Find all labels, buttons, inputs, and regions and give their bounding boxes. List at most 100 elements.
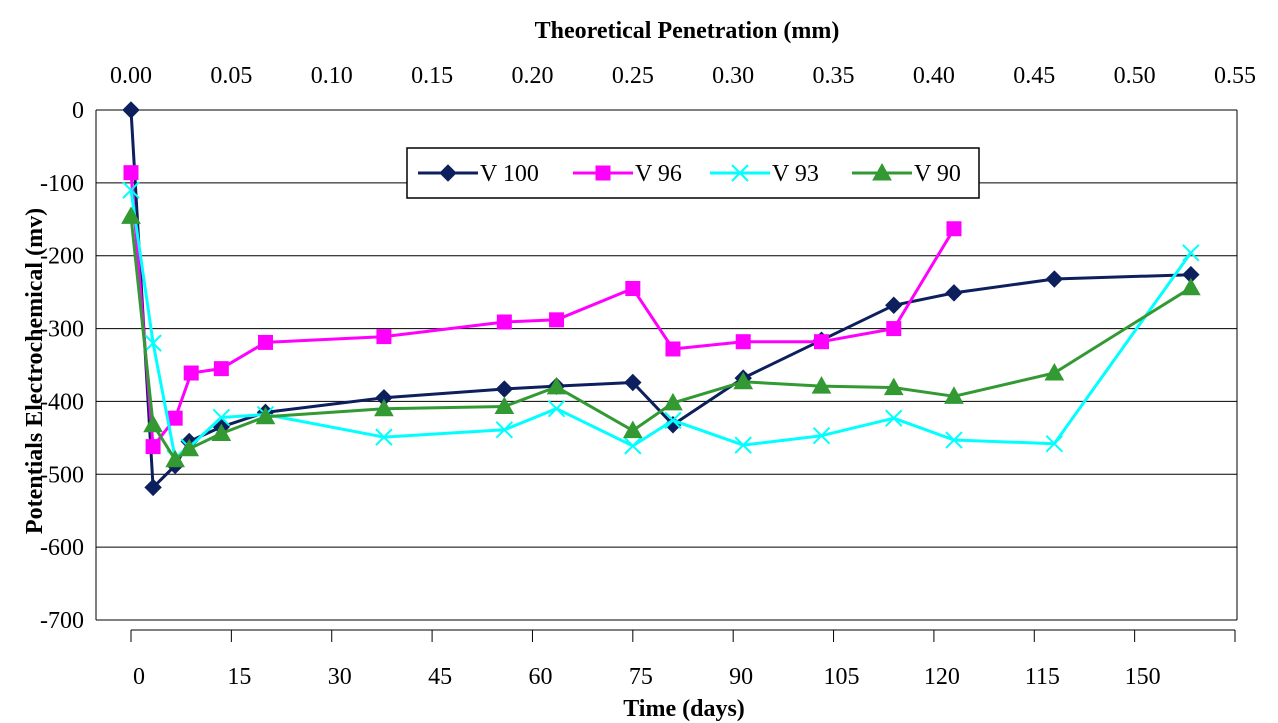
x-tick-label: 120 [924,664,960,690]
data-point-stroke [885,409,903,427]
data-point [213,361,229,377]
top-axis-title: Theoretical Penetration (mm) [535,18,840,44]
series-layer [121,101,1201,497]
data-point [883,377,904,396]
legend-entry: V 93 [710,161,819,187]
series-v-96 [123,165,962,455]
data-point [439,164,457,182]
x-tick-label: 115 [1025,664,1060,690]
data-point [945,284,963,302]
data-point [145,439,161,455]
data-point [595,165,611,181]
data-point [814,334,830,350]
data-point [121,206,141,224]
y-tick-label: -300 [40,317,84,343]
data-point [549,312,565,328]
data-point-stroke [945,431,963,449]
top-tick-label: 0.40 [913,63,955,89]
legend-entry: V 96 [573,161,682,187]
data-point [945,431,963,449]
data-point-stroke [1182,244,1200,262]
data-point [624,437,642,455]
data-point [255,406,276,425]
data-point [547,400,566,418]
x-tick-label: 105 [824,664,860,690]
data-point [886,321,902,337]
x-tick-label: 150 [1125,664,1161,690]
data-point [885,296,903,314]
data-point-stroke [144,334,162,352]
data-point [812,426,831,445]
y-tick-label: 0 [72,98,84,124]
data-point [811,376,832,394]
data-point [731,164,749,182]
x-axis-title: Time (days) [623,696,745,722]
legend-label: V 90 [914,161,961,187]
data-point [376,329,392,345]
data-point [1044,362,1065,381]
data-point [624,373,642,392]
legend-entry: V 100 [418,161,539,187]
legend-entry: V 90 [852,161,961,187]
gridlines [96,109,1237,621]
data-point-stroke [212,408,231,427]
x-tick-label: 30 [328,664,352,690]
data-point [734,436,752,454]
legend-label: V 96 [635,161,682,187]
data-point [144,334,162,352]
top-tick-label: 0.35 [813,63,855,89]
data-point-stroke [547,400,566,418]
top-tick-label: 0.15 [411,63,453,89]
top-tick-label: 0.25 [612,63,654,89]
data-point [122,101,140,119]
data-point-stroke [122,181,140,199]
x-tick-label: 0 [133,664,145,690]
data-point [946,221,962,237]
legend-box [406,147,980,199]
top-tick-label: 0.30 [712,63,754,89]
y-tick-label: -100 [40,171,84,197]
data-point [546,376,567,395]
data-point [1045,270,1064,288]
y-axis-title: Potentials Electrochemical (mv) [22,208,48,534]
data-point-stroke [495,421,514,439]
data-point [212,408,231,427]
data-point [663,392,683,411]
data-point [167,410,183,426]
data-point [622,420,643,439]
data-point [374,398,394,417]
top-tick-label: 0.00 [110,63,152,89]
data-point [211,423,232,441]
y-tick-label: -400 [40,389,84,415]
data-point-stroke [734,436,752,454]
data-point [143,414,163,433]
y-tick-label: -500 [40,462,84,488]
top-tick-label: 0.10 [311,63,353,89]
top-tick-label: 0.55 [1214,63,1256,89]
data-point [496,314,512,330]
x-tick-label: 75 [629,664,653,690]
top-tick-label: 0.20 [511,63,553,89]
data-point [123,165,139,181]
data-point [944,386,964,404]
data-point-stroke [664,411,682,430]
y-tick-label: -600 [40,535,84,561]
data-point [625,281,641,296]
top-tick-label: 0.45 [1013,63,1055,89]
data-point [257,334,273,350]
data-point [494,396,515,415]
data-point [495,421,514,439]
data-point [1182,244,1200,262]
data-point [733,371,754,390]
data-point [872,162,892,181]
x-tick-label: 60 [528,664,552,690]
data-point [179,438,200,457]
data-point [165,449,186,468]
y-tick-label: -700 [40,608,84,634]
data-point [1180,277,1201,296]
x-tick-label: 45 [428,664,452,690]
data-point [122,181,140,199]
data-point-stroke [375,428,393,446]
